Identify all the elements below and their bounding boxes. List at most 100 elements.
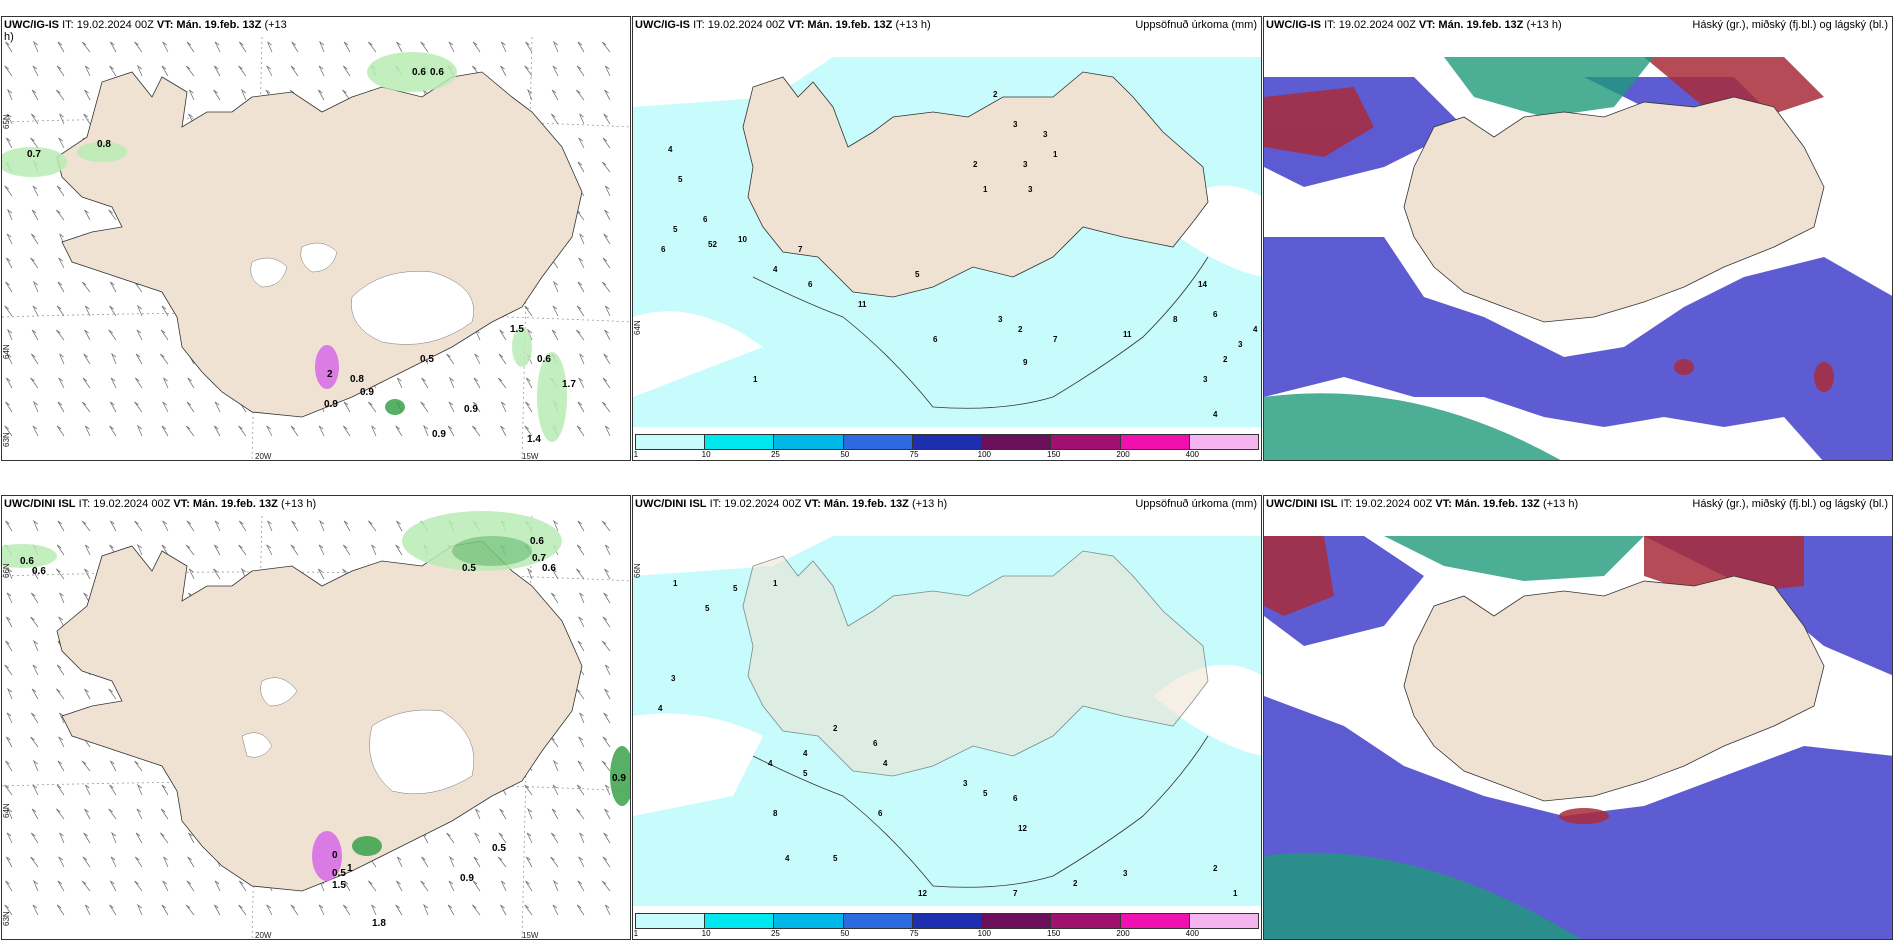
wind-barb bbox=[163, 856, 169, 868]
wind-barb bbox=[524, 904, 533, 916]
wind-barb bbox=[84, 305, 91, 317]
wind-barb bbox=[500, 880, 507, 892]
color-legend: 1 10 25 50 75 100 150 200 400 bbox=[634, 434, 1259, 459]
lat-label: 63N bbox=[2, 432, 11, 447]
wind-barb bbox=[552, 280, 559, 293]
wind-barb bbox=[84, 65, 91, 77]
wind-barb bbox=[367, 401, 377, 413]
wind-barb bbox=[56, 544, 65, 556]
wind-barb bbox=[499, 329, 507, 341]
precip-value-label: 11 bbox=[858, 300, 867, 309]
title-it: IT: 19.02.2024 00Z bbox=[693, 19, 785, 31]
wind-barb bbox=[30, 616, 39, 628]
panel-top-middle: 2 3 3 1 3 2 1 3 4 5 5 6 6 10 52 4 7 6 11 5 6 3 2 9 7 11 8 14 3 6 4 3 2 1 4… bbox=[632, 16, 1262, 461]
wind-barb bbox=[5, 257, 13, 269]
precip-value-label: 0.9 bbox=[360, 387, 374, 398]
lon-label: 15W bbox=[522, 931, 539, 940]
wind-barb bbox=[604, 425, 611, 437]
title-it: IT: 19.02.2024 00Z bbox=[1324, 19, 1416, 31]
wind-barb bbox=[136, 543, 143, 556]
wind-barb bbox=[6, 712, 13, 724]
title-model: UWC/IG-IS bbox=[4, 19, 59, 31]
precip-value-label: 8 bbox=[773, 809, 778, 818]
wind-barb bbox=[5, 401, 13, 413]
wind-barb bbox=[4, 425, 13, 437]
wind-barb bbox=[214, 41, 221, 53]
wind-barb bbox=[602, 856, 611, 868]
legend-tick-label: 25 bbox=[770, 929, 780, 938]
wind-barb bbox=[267, 520, 273, 532]
wind-barb bbox=[84, 568, 91, 580]
title-offset-cont: h) bbox=[4, 31, 14, 43]
legend-tick-label: 400 bbox=[1185, 929, 1200, 938]
wind-barb bbox=[579, 832, 585, 844]
precip-value-label: 3 bbox=[1123, 869, 1128, 878]
wind-barb bbox=[109, 904, 117, 916]
wind-barb bbox=[266, 65, 273, 77]
wind-barb bbox=[471, 904, 481, 916]
wind-barb bbox=[59, 592, 65, 604]
wind-barb bbox=[83, 113, 91, 125]
wind-barb bbox=[371, 425, 377, 437]
wind-barb bbox=[109, 784, 117, 796]
legend-swatch bbox=[843, 914, 913, 928]
precip-value-label: 3 bbox=[1023, 160, 1028, 169]
wind-barb bbox=[6, 353, 13, 365]
legend-swatch bbox=[774, 914, 844, 928]
wind-barb bbox=[134, 41, 143, 53]
wind-barb bbox=[577, 640, 585, 652]
wind-barb bbox=[342, 544, 351, 556]
wind-barb bbox=[603, 233, 611, 245]
wind-barb bbox=[109, 305, 117, 317]
precip-value-label: 6 bbox=[661, 245, 666, 254]
precip-value-label: 1 bbox=[773, 579, 778, 588]
wind-barb bbox=[81, 760, 91, 772]
wind-barb bbox=[577, 760, 585, 772]
wind-barb bbox=[290, 904, 299, 916]
wind-barb bbox=[579, 113, 585, 125]
wind-barb bbox=[188, 568, 195, 580]
wind-barb bbox=[185, 65, 195, 77]
wind-barb bbox=[30, 353, 39, 365]
precip-value-label: 1.5 bbox=[510, 324, 524, 335]
wind-barb bbox=[57, 281, 65, 293]
title-offset: (+13 bbox=[264, 19, 287, 31]
precip-value-label: 1 bbox=[1233, 889, 1238, 898]
wind-barb bbox=[134, 520, 143, 532]
wind-barb bbox=[213, 568, 221, 580]
wind-barb bbox=[32, 400, 39, 413]
wind-barb bbox=[601, 640, 611, 652]
wind-barb bbox=[84, 329, 91, 341]
wind-barb bbox=[551, 568, 559, 580]
wind-barb bbox=[4, 904, 13, 916]
wind-barb bbox=[135, 832, 143, 844]
precip-value-label: 0.5 bbox=[492, 843, 506, 854]
wind-barb bbox=[342, 89, 351, 101]
precip-value-label: 4 bbox=[1253, 325, 1258, 334]
wind-barb bbox=[58, 257, 65, 269]
legend-swatch bbox=[1120, 914, 1190, 928]
wind-barb bbox=[108, 688, 117, 700]
precip-value-label: 0.8 bbox=[350, 374, 364, 385]
wind-barb bbox=[161, 904, 169, 916]
wind-barb bbox=[524, 65, 533, 77]
wind-barb bbox=[448, 376, 455, 389]
legend-bar bbox=[635, 434, 1259, 450]
wind-barb bbox=[604, 305, 611, 317]
legend-swatch bbox=[843, 435, 913, 449]
legend-swatch bbox=[705, 435, 775, 449]
wind-barb bbox=[187, 377, 195, 389]
wind-barb bbox=[55, 209, 65, 221]
precip-value-label: 0.6 bbox=[430, 67, 444, 78]
wind-barb bbox=[109, 401, 117, 413]
cloud-mid bbox=[1264, 57, 1654, 460]
precip-value-labels: 0.60.60.60.70.60.50.90.500.5 11.50.91.8 bbox=[20, 536, 626, 929]
wind-barb bbox=[524, 784, 533, 796]
precip-shading bbox=[2, 511, 630, 881]
precip-value-label: 4 bbox=[768, 759, 773, 768]
wind-barb bbox=[448, 855, 455, 868]
wind-barb bbox=[109, 65, 117, 77]
wind-barb bbox=[186, 41, 195, 53]
wind-barb bbox=[214, 401, 221, 413]
